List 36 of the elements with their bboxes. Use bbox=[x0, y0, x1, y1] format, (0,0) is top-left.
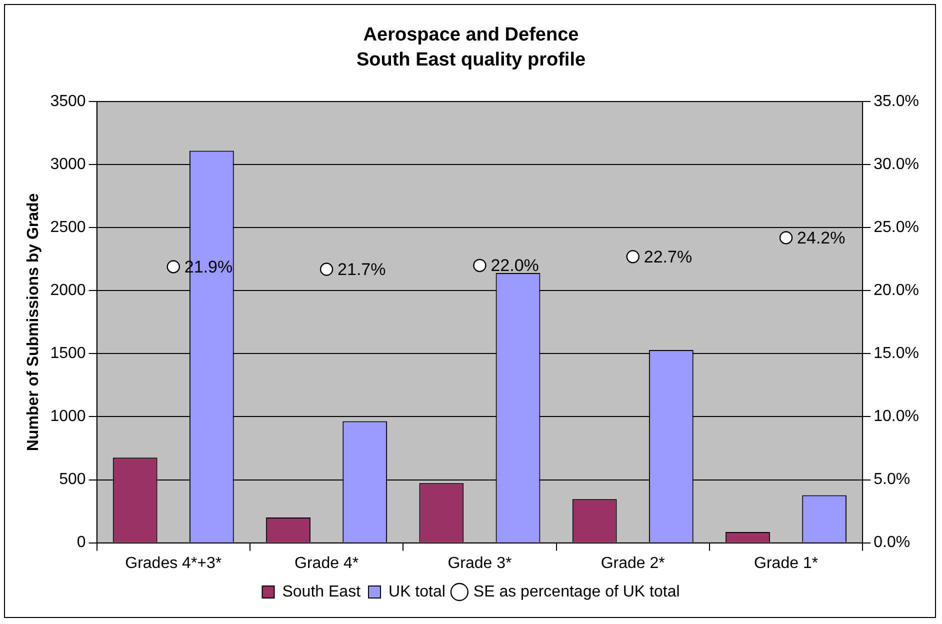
point bbox=[473, 258, 486, 272]
y-axis-title: Number of Submissions by Grade bbox=[25, 193, 42, 452]
legend-label: UK total bbox=[388, 583, 446, 600]
y2-tick-label: 25.0% bbox=[874, 219, 920, 236]
point bbox=[166, 260, 180, 274]
data-label: 21.7% bbox=[338, 260, 386, 279]
y-tick-label: 1000 bbox=[50, 408, 86, 426]
chart-title: Aerospace and Defence bbox=[363, 24, 579, 46]
x-tick-label: Grade 3* bbox=[448, 554, 512, 572]
x-tick-label: Grade 2* bbox=[600, 554, 665, 572]
y-tick-label: 1500 bbox=[50, 345, 86, 362]
point bbox=[626, 250, 640, 264]
x-tick-label: Grade 4* bbox=[294, 554, 359, 572]
y2-tick-label: 20.0% bbox=[874, 282, 920, 300]
point bbox=[320, 262, 334, 276]
data-label: 22.0% bbox=[490, 256, 539, 276]
data-label: 24.2% bbox=[797, 228, 846, 248]
legend-label: SE as percentage of UK total bbox=[473, 583, 680, 600]
legend-label: South East bbox=[282, 583, 362, 600]
chart-subtitle: South East quality profile bbox=[356, 49, 586, 70]
y-tick-label: 2500 bbox=[50, 219, 86, 236]
y2-tick-label: 10.0% bbox=[874, 408, 920, 426]
y2-tick-label: 0.0% bbox=[874, 534, 910, 552]
y-tick-label: 2000 bbox=[50, 282, 86, 300]
y2-tick-label: 35.0% bbox=[874, 93, 920, 110]
x-tick-label: Grades 4*+3* bbox=[125, 554, 222, 572]
y2-tick-label: 30.0% bbox=[874, 156, 920, 174]
point bbox=[779, 231, 793, 244]
x-tick-label: Grade 1* bbox=[754, 554, 818, 572]
y-tick-label: 3500 bbox=[50, 93, 86, 110]
data-label: 22.7% bbox=[644, 247, 692, 266]
y-tick-label: 3000 bbox=[50, 156, 86, 174]
y2-tick-label: 5.0% bbox=[874, 471, 910, 488]
y-tick-label: 0 bbox=[76, 534, 86, 552]
y-tick-label: 500 bbox=[59, 471, 86, 488]
y2-tick-label: 15.0% bbox=[874, 345, 920, 362]
